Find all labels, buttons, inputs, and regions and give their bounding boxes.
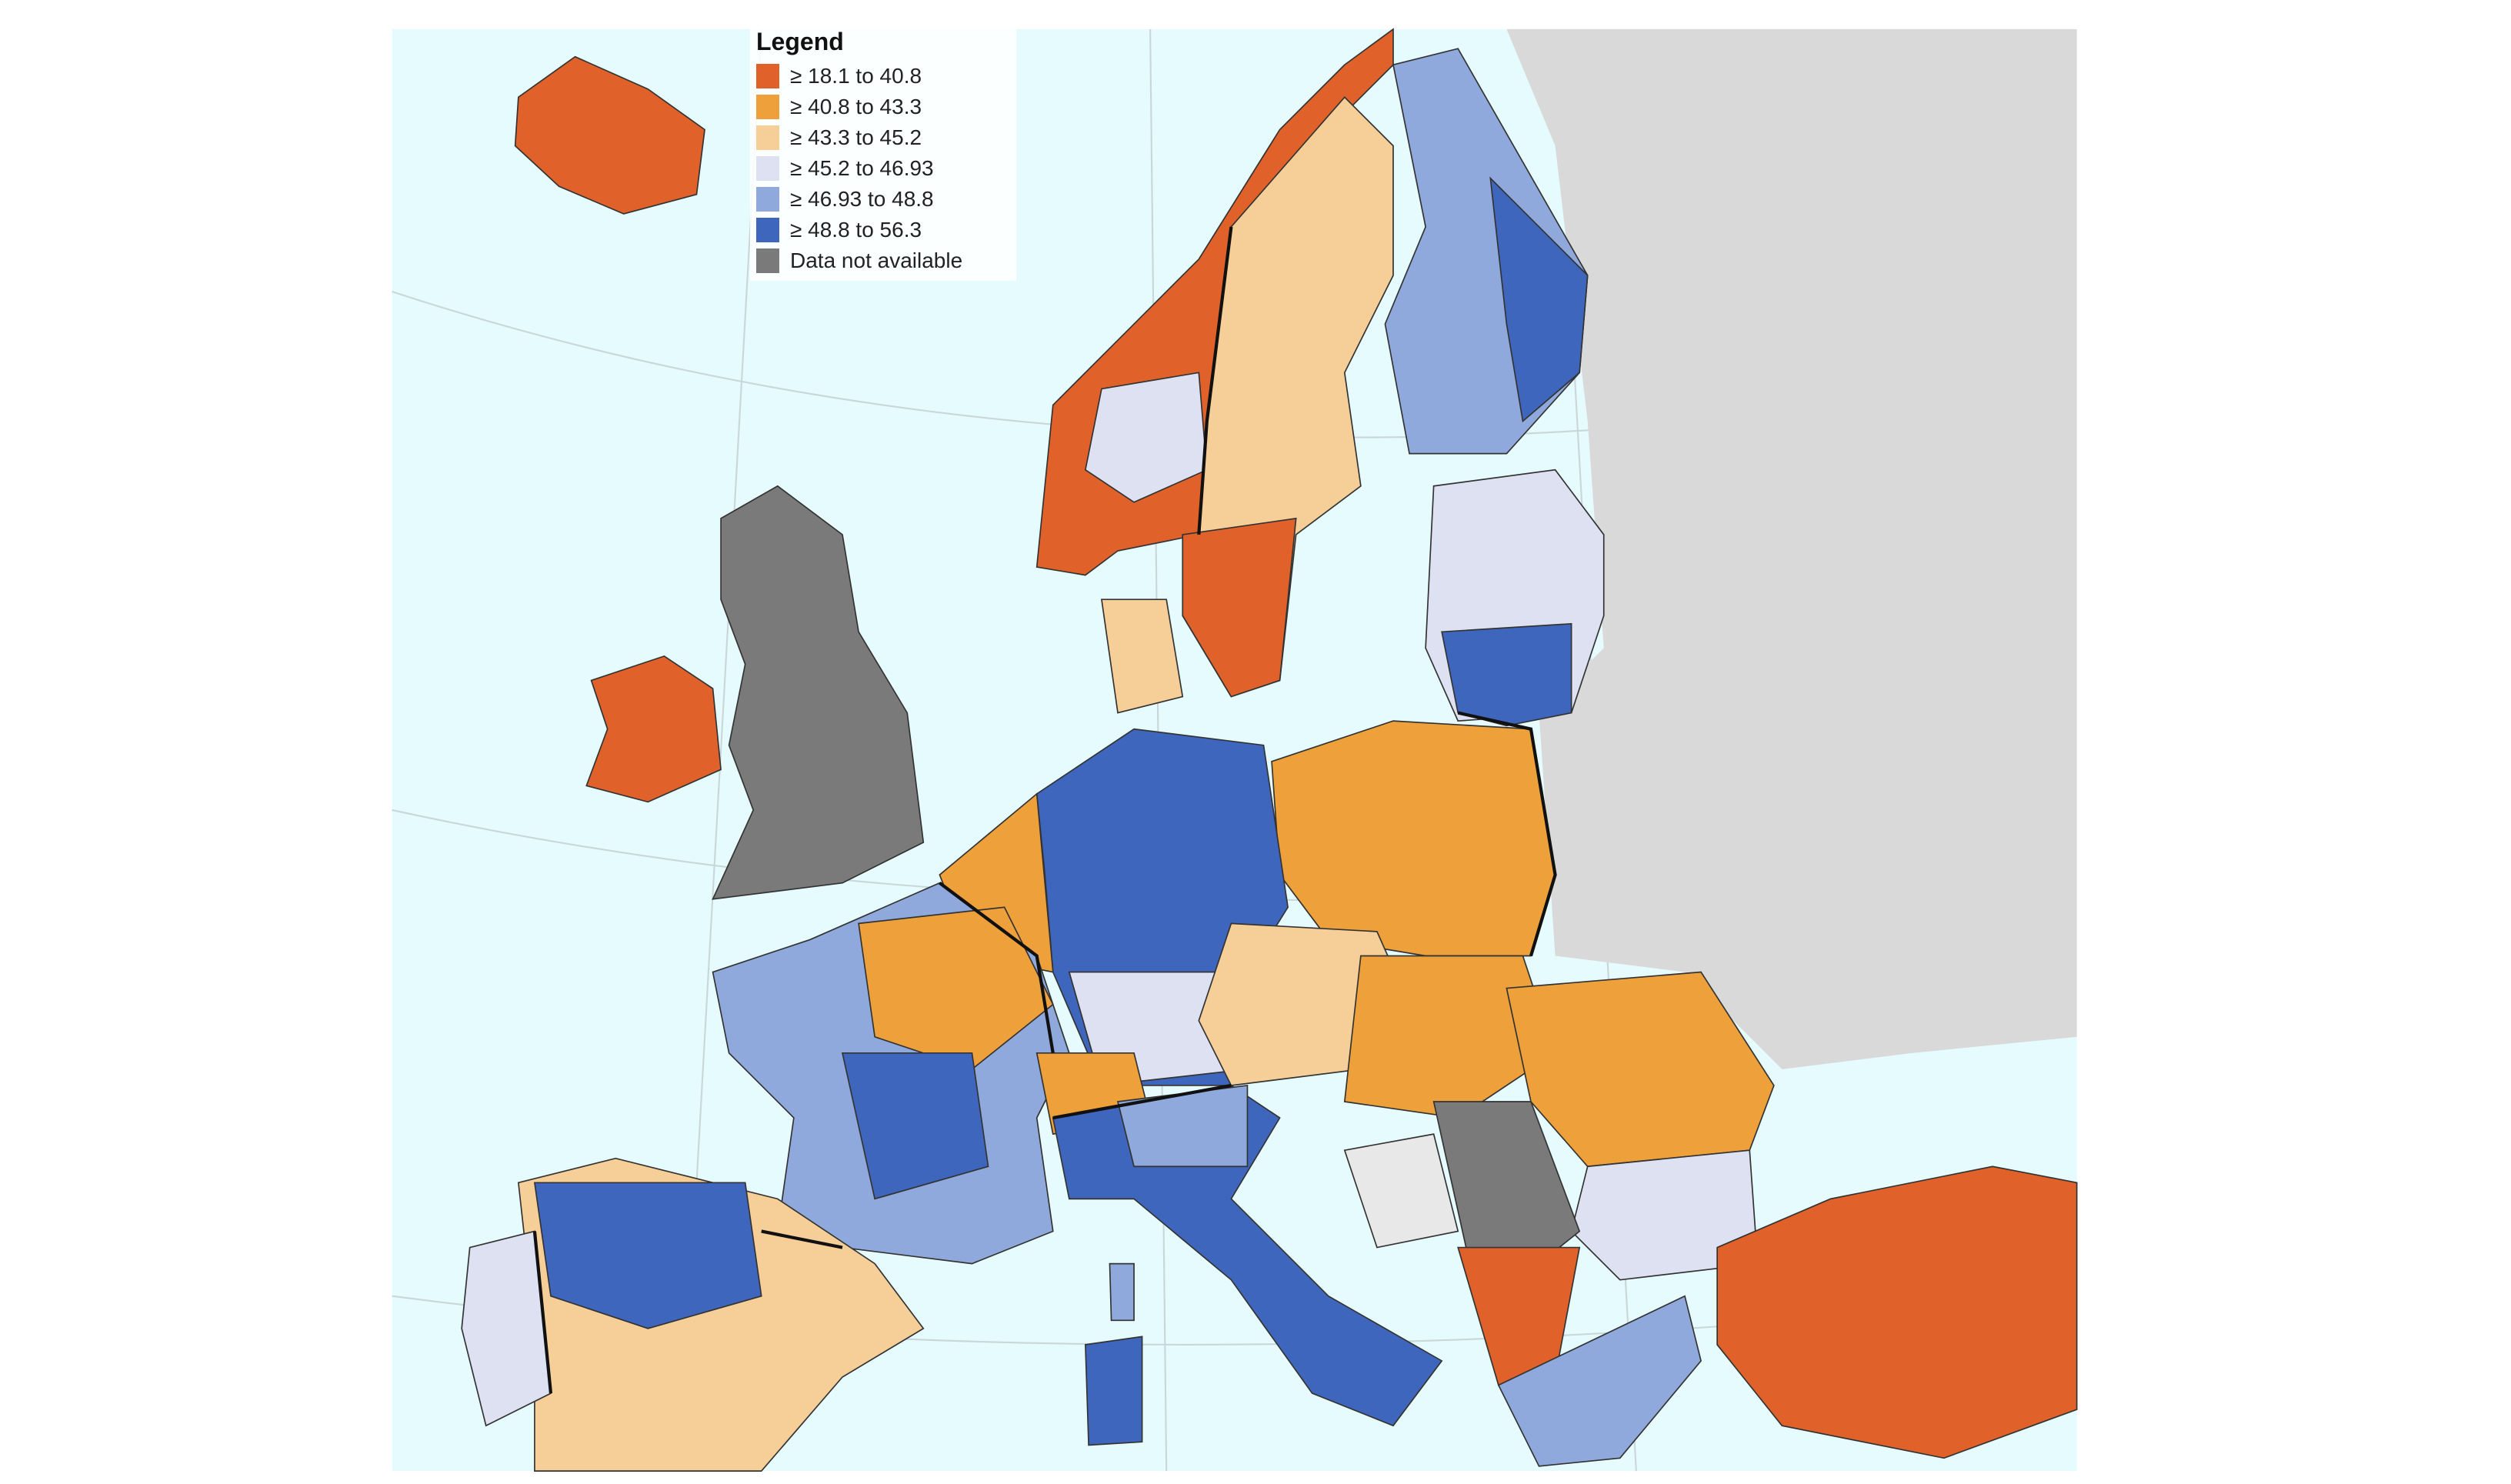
national-borders [532, 226, 1557, 1394]
legend-label: ≥ 45.2 to 46.93 [790, 156, 934, 180]
legend-item: ≥ 46.93 to 48.8 [756, 184, 1010, 215]
legend-swatch [756, 64, 779, 88]
united-kingdom [712, 485, 925, 900]
legend-item: ≥ 40.8 to 43.3 [756, 92, 1010, 122]
ireland [585, 655, 722, 803]
denmark [1100, 599, 1184, 714]
legend-label: ≥ 18.1 to 40.8 [790, 64, 922, 88]
legend-swatch [756, 125, 779, 150]
bosnia [1343, 1133, 1459, 1249]
baltics-south [1441, 622, 1572, 727]
sardinia [1085, 1336, 1143, 1446]
legend-swatch [756, 187, 779, 212]
corsica [1109, 1262, 1135, 1322]
turkey [1716, 1166, 2078, 1459]
spain-north [533, 1182, 762, 1329]
poland [1271, 720, 1556, 957]
legend-item: Data not available [756, 245, 1010, 276]
legend-label: ≥ 48.8 to 56.3 [790, 218, 922, 242]
sweden-south [1182, 517, 1297, 698]
iceland [514, 55, 705, 215]
legend-swatch [756, 156, 779, 181]
portugal [461, 1230, 552, 1427]
legend-swatch [756, 95, 779, 119]
greece [1497, 1295, 1702, 1467]
legend-swatch [756, 248, 779, 273]
france-center [841, 1052, 989, 1200]
regions [461, 28, 2078, 1472]
legend-item: ≥ 43.3 to 45.2 [756, 122, 1010, 153]
france-northeast [858, 906, 1054, 1070]
map-legend: Legend ≥ 18.1 to 40.8 ≥ 40.8 to 43.3 ≥ 4… [750, 23, 1016, 281]
legend-label: ≥ 40.8 to 43.3 [790, 95, 922, 118]
legend-label: ≥ 46.93 to 48.8 [790, 187, 934, 211]
legend-label: Data not available [790, 248, 963, 272]
legend-title: Legend [756, 28, 844, 55]
non-covered-land [1506, 28, 2077, 1069]
finland-east [1489, 176, 1589, 423]
legend-item: ≥ 45.2 to 46.93 [756, 153, 1010, 184]
norway-inner [1084, 372, 1208, 503]
legend-item: ≥ 18.1 to 40.8 [756, 61, 1010, 92]
legend-swatch [756, 218, 779, 242]
legend-item: ≥ 48.8 to 56.3 [756, 215, 1010, 245]
legend-label: ≥ 43.3 to 45.2 [790, 125, 922, 149]
italy [1052, 1085, 1443, 1427]
slovakia-hungary [1343, 955, 1556, 1119]
